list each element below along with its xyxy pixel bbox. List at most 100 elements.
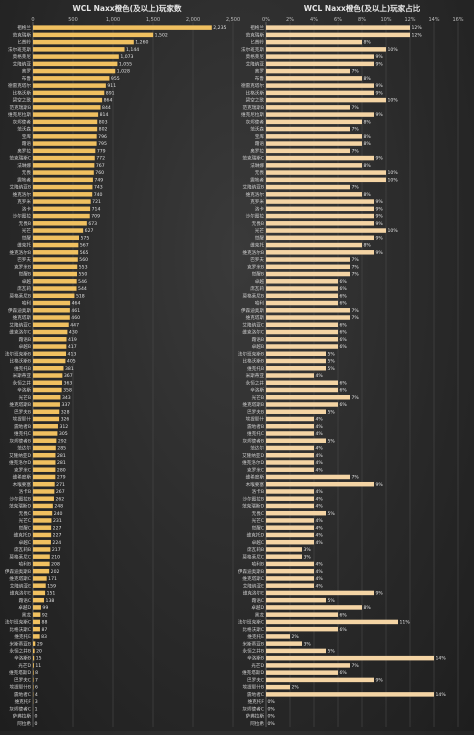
bar xyxy=(266,54,374,58)
data-label: 381 xyxy=(65,366,74,372)
bar xyxy=(266,91,374,95)
category-label: 范沃森 xyxy=(17,126,31,133)
data-label: 5% xyxy=(328,438,336,444)
category-label: 哈利B xyxy=(19,561,31,568)
data-label: 10% xyxy=(388,170,399,176)
bar xyxy=(33,170,94,174)
data-label: 767 xyxy=(96,163,105,169)
category-label: 哈利B xyxy=(252,561,264,568)
bar xyxy=(266,554,302,558)
category-label: 布鲁 xyxy=(22,75,32,82)
category-label: 维克塔斯B xyxy=(242,401,264,408)
data-label: 280 xyxy=(57,467,66,473)
category-label: 伊森迪奥斯 xyxy=(241,307,264,314)
bar xyxy=(33,489,54,493)
category-label: 洛卡B xyxy=(252,488,264,495)
bar xyxy=(266,381,338,385)
category-label: 震地者B xyxy=(247,423,264,430)
category-label: 无畏 xyxy=(22,170,32,176)
data-label: 0% xyxy=(268,699,276,705)
bar xyxy=(33,185,92,189)
data-label: 2% xyxy=(292,634,300,640)
data-label: 83 xyxy=(41,634,47,640)
data-label: 4% xyxy=(316,489,324,495)
category-label: 匕首岭 xyxy=(250,39,264,46)
data-label: 5% xyxy=(328,598,336,604)
bar xyxy=(266,83,374,87)
data-label: 2,235 xyxy=(213,25,226,31)
x-tick-label: 2,000 xyxy=(186,17,200,23)
bar xyxy=(33,533,51,537)
data-label: 4% xyxy=(316,540,324,546)
bar xyxy=(33,569,49,573)
category-label: 法尔班克斯 xyxy=(8,46,31,53)
data-label: 10% xyxy=(388,47,399,53)
category-label: 维克洛尔 xyxy=(246,191,265,198)
data-label: 1,260 xyxy=(135,40,148,46)
category-label: 伊森迪奥斯 xyxy=(8,307,31,314)
category-label: 布鲁 xyxy=(255,75,265,82)
bar xyxy=(33,33,153,37)
bar xyxy=(33,402,60,406)
category-label: 阿拉希 xyxy=(17,720,31,727)
bar xyxy=(266,294,338,298)
bar xyxy=(33,554,50,558)
category-label: 范克瑞斯B xyxy=(9,104,31,111)
data-label: 4% xyxy=(316,373,324,379)
bar xyxy=(266,670,338,674)
data-label: 5% xyxy=(328,351,336,357)
category-label: 洛卡 xyxy=(22,205,32,212)
category-label: 艾隆纳亚D xyxy=(242,452,264,459)
bar xyxy=(33,467,55,471)
bar xyxy=(266,605,362,609)
category-label: 维克洛尔E xyxy=(243,590,264,597)
data-label: 4% xyxy=(316,518,324,524)
bar xyxy=(33,272,77,276)
category-label: 维克塔斯D xyxy=(9,669,31,676)
category-label: 维克托 xyxy=(250,242,264,249)
bar xyxy=(266,366,326,370)
category-label: 霜语C xyxy=(252,597,264,604)
bar xyxy=(33,76,109,80)
bar xyxy=(266,467,314,471)
data-label: 575 xyxy=(81,235,90,241)
data-label: 772 xyxy=(96,156,105,162)
category-label: 比格沃斯 xyxy=(13,89,32,96)
data-label: 281 xyxy=(57,453,66,459)
bar xyxy=(266,279,338,283)
category-label: 埃提耶什 xyxy=(246,416,265,423)
category-label: 哈利 xyxy=(22,300,32,307)
category-label: 觉醒 xyxy=(22,234,32,241)
data-label: 9% xyxy=(376,199,384,205)
bar xyxy=(33,286,77,290)
bar xyxy=(266,315,350,319)
data-label: 567 xyxy=(80,243,89,249)
data-label: 8% xyxy=(364,243,372,249)
data-label: 363 xyxy=(64,380,73,386)
bar xyxy=(266,511,326,515)
x-tick-label: 1,500 xyxy=(146,17,160,23)
bar xyxy=(33,62,117,66)
bar xyxy=(33,663,34,667)
category-label: 巴罗夫C xyxy=(247,676,264,683)
category-label: 巴罗夫B xyxy=(14,408,31,415)
data-label: 208 xyxy=(51,562,60,568)
bar xyxy=(266,76,362,80)
bar xyxy=(33,156,95,160)
data-label: 419 xyxy=(68,337,77,343)
data-label: 5% xyxy=(328,511,336,517)
data-label: 460 xyxy=(71,315,80,321)
data-label: 4% xyxy=(316,583,324,589)
data-label: 6% xyxy=(340,402,348,408)
bar xyxy=(266,641,302,645)
category-label: 克罗米B xyxy=(247,263,264,270)
bar xyxy=(33,308,70,312)
data-label: 7 xyxy=(35,677,38,683)
category-label: 米斯蒂亚B xyxy=(242,640,264,647)
x-tick-label: 4% xyxy=(310,17,318,23)
bar xyxy=(266,685,290,689)
data-label: 4% xyxy=(316,431,324,437)
data-label: 749 xyxy=(94,177,103,183)
bar xyxy=(33,627,40,631)
chart-title: WCL Naxx橙色(及以上)玩家数 xyxy=(72,3,182,13)
